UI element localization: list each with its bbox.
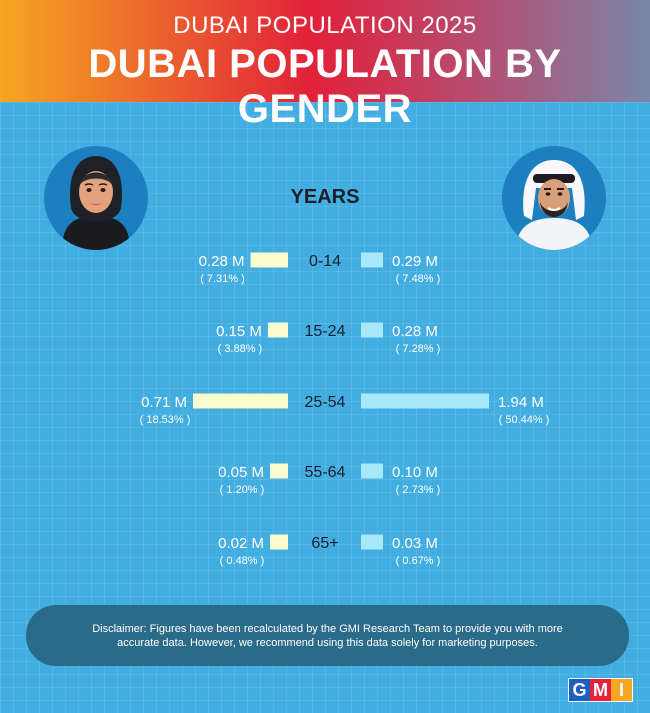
female-value-15-24: 0.15 M [216,323,262,340]
male-percent-65+: ( 0.67% ) [396,555,441,567]
female-value-65+: 0.02 M [218,535,264,552]
female-avatar-icon [44,146,148,250]
male-percent-25-54: ( 50.44% ) [499,414,550,426]
category-label-65+: 65+ [311,535,338,552]
female-percent-25-54: ( 18.53% ) [140,414,191,426]
female-bar-15-24 [267,322,288,338]
category-label-25-54: 25-54 [305,394,346,411]
category-label-55-64: 55-64 [305,464,346,481]
header-banner: DUBAI POPULATION 2025 DUBAI POPULATION B… [0,0,650,131]
male-bar-0-14 [361,252,383,268]
page-subtitle: DUBAI POPULATION 2025 [173,12,477,39]
logo-letter-g: G [569,679,590,701]
category-label-0-14: 0-14 [309,253,341,270]
female-bar-0-14 [250,252,288,268]
male-bar-15-24 [361,322,383,338]
male-value-55-64: 0.10 M [392,464,438,481]
logo-letter-m: M [590,679,611,701]
page-title: DUBAI POPULATION BY GENDER [88,42,562,131]
disclaimer-box: Disclaimer: Figures have been recalculat… [26,605,629,666]
male-value-0-14: 0.29 M [392,253,438,270]
female-percent-65+: ( 0.48% ) [220,555,265,567]
male-bar-55-64 [361,463,383,479]
logo-letter-i: I [611,679,632,701]
population-chart: 0-14 0.28 M ( 7.31% ) 0.29 M ( 7.48% ) 15-24 0… [140,252,550,567]
disclaimer-text: Disclaimer: Figures have been recalculat… [92,622,563,649]
male-bar-25-54 [361,393,489,409]
male-percent-0-14: ( 7.48% ) [396,273,441,285]
female-bar-65+ [270,534,288,550]
male-percent-15-24: ( 7.28% ) [396,343,441,355]
gmi-logo: G M I [568,678,633,702]
male-percent-55-64: ( 2.73% ) [396,484,441,496]
female-percent-0-14: ( 7.31% ) [200,273,245,285]
years-axis-label: YEARS [290,186,360,208]
female-value-0-14: 0.28 M [199,253,245,270]
male-value-65+: 0.03 M [392,535,438,552]
female-bar-55-64 [270,463,288,479]
male-bar-65+ [361,534,383,550]
female-bar-25-54 [193,393,288,409]
female-value-55-64: 0.05 M [218,464,264,481]
category-label-15-24: 15-24 [305,323,346,340]
male-value-25-54: 1.94 M [498,394,544,411]
female-percent-55-64: ( 1.20% ) [220,484,265,496]
female-value-25-54: 0.71 M [141,394,187,411]
male-value-15-24: 0.28 M [392,323,438,340]
male-avatar-icon [502,146,606,250]
female-percent-15-24: ( 3.88% ) [218,343,263,355]
